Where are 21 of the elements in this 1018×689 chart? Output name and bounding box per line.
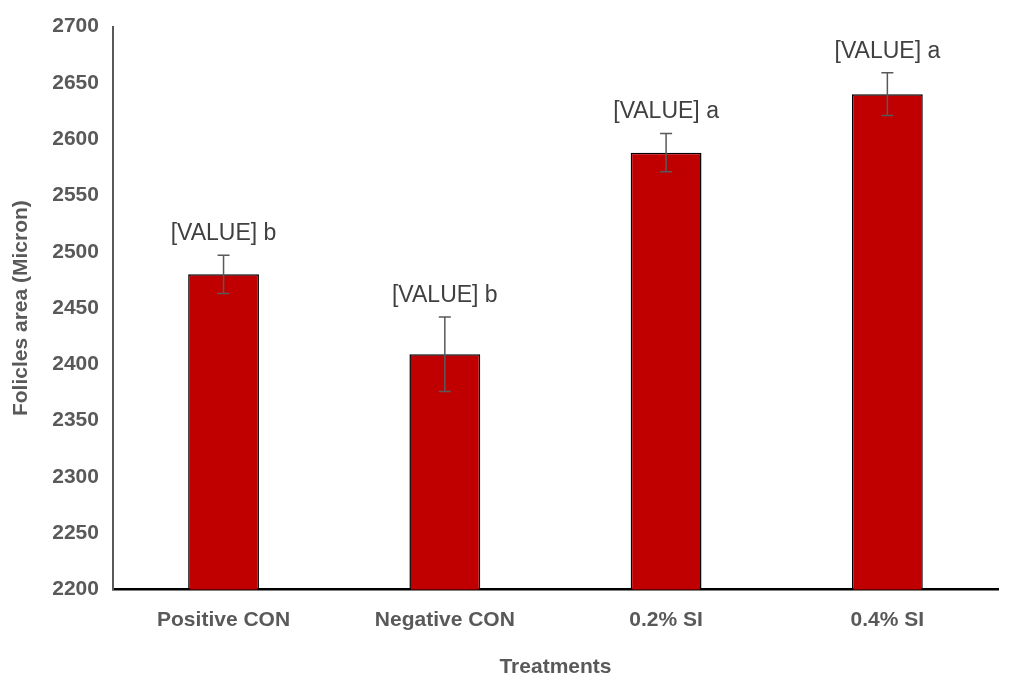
y-tick-label: 2400: [52, 351, 99, 375]
y-tick-label: 2550: [52, 182, 99, 206]
x-tick-label: Positive CON: [157, 607, 291, 630]
x-tick-label: 0.4% SI: [850, 607, 925, 630]
x-tick-label: 0.2% SI: [629, 607, 703, 630]
y-tick-label: 2500: [52, 238, 99, 262]
y-tick-label: 2300: [52, 463, 99, 487]
data-label: [VALUE] b: [170, 219, 277, 246]
x-tick-label: Negative CON: [374, 607, 515, 630]
y-tick-label: 2600: [52, 126, 99, 149]
x-axis-title: Treatments: [499, 654, 612, 678]
data-label: [VALUE] a: [613, 97, 720, 124]
y-tick-label: 2200: [52, 576, 99, 600]
y-tick-label: 2700: [52, 13, 99, 37]
y-tick-label: 2450: [52, 294, 99, 318]
data-label: [VALUE] b: [391, 280, 498, 307]
y-tick-label: 2350: [52, 407, 99, 431]
y-axis-title: Folicles area (Micron): [8, 200, 32, 417]
y-tick-label: 2250: [52, 520, 99, 544]
y-tick-label: 2650: [52, 69, 99, 93]
data-label: [VALUE] a: [834, 36, 941, 63]
